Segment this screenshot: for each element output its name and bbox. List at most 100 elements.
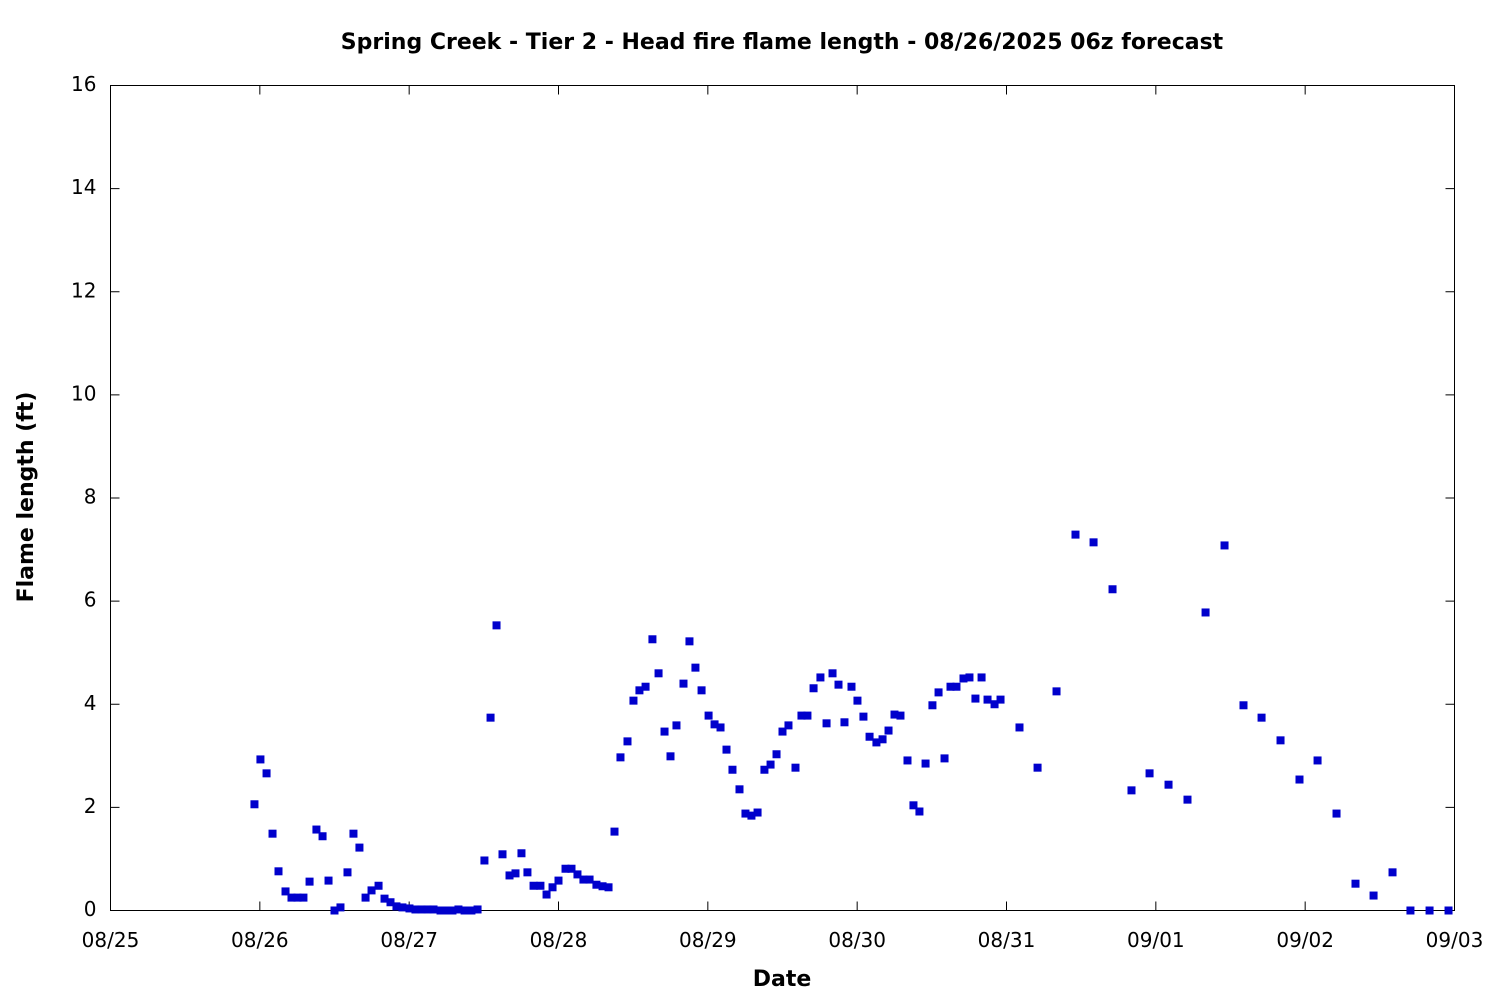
point <box>903 756 912 765</box>
point <box>772 750 781 759</box>
point <box>872 738 881 747</box>
point <box>859 712 868 721</box>
point <box>1257 713 1266 722</box>
point <box>623 737 632 746</box>
point <box>1127 786 1136 795</box>
point <box>585 875 594 884</box>
x-tick-label: 08/26 <box>231 928 289 952</box>
point <box>1033 763 1042 772</box>
point <box>281 887 290 896</box>
point <box>971 694 980 703</box>
point <box>741 809 750 818</box>
point <box>915 807 924 816</box>
x-tick-label: 08/27 <box>380 928 438 952</box>
point <box>747 811 756 820</box>
point <box>417 905 426 914</box>
point <box>498 850 507 859</box>
point <box>436 906 445 915</box>
point <box>1388 868 1397 877</box>
point <box>480 856 489 865</box>
point <box>990 700 999 709</box>
point <box>735 785 744 794</box>
y-tick-label: 14 <box>71 175 96 199</box>
point <box>604 883 613 892</box>
x-axis-label: Date <box>753 967 812 992</box>
point <box>411 905 420 914</box>
chart-title: Spring Creek - Tier 2 - Head fire flame … <box>341 30 1224 55</box>
point <box>367 886 376 895</box>
point <box>697 686 706 695</box>
point <box>250 800 259 809</box>
point <box>274 867 283 876</box>
point <box>467 906 476 915</box>
point <box>965 673 974 682</box>
point <box>834 680 843 689</box>
point <box>256 755 265 764</box>
point <box>672 721 681 730</box>
point <box>1444 906 1453 915</box>
point <box>505 871 514 880</box>
x-tick-label: 08/30 <box>828 928 886 952</box>
point <box>840 718 849 727</box>
point <box>561 864 570 873</box>
x-tick-label: 09/01 <box>1127 928 1185 952</box>
point <box>616 753 625 762</box>
point <box>336 903 345 912</box>
y-tick-label: 16 <box>71 72 96 96</box>
point <box>380 894 389 903</box>
point <box>486 713 495 722</box>
point <box>330 906 339 915</box>
point <box>386 898 395 907</box>
point <box>1406 906 1415 915</box>
y-tick-label: 2 <box>84 794 97 818</box>
point <box>816 673 825 682</box>
point <box>803 711 812 720</box>
point <box>398 903 407 912</box>
point <box>1164 780 1173 789</box>
x-tick-label: 09/03 <box>1426 928 1484 952</box>
point <box>890 710 899 719</box>
point <box>940 754 949 763</box>
point <box>448 906 457 915</box>
point <box>685 637 694 646</box>
point <box>293 893 302 902</box>
point <box>896 711 905 720</box>
point <box>536 881 545 890</box>
point <box>828 669 837 678</box>
point <box>492 621 501 630</box>
point <box>1369 891 1378 900</box>
point <box>392 902 401 911</box>
x-tick-label: 09/02 <box>1276 928 1334 952</box>
point <box>1108 585 1117 594</box>
point <box>952 682 961 691</box>
point <box>1052 687 1061 696</box>
point <box>760 765 769 774</box>
point <box>791 763 800 772</box>
point <box>1220 541 1229 550</box>
point <box>921 759 930 768</box>
point <box>548 883 557 892</box>
point <box>660 727 669 736</box>
point <box>554 876 563 885</box>
x-tick-label: 08/28 <box>530 928 588 952</box>
point <box>361 893 370 902</box>
point <box>287 893 296 902</box>
point <box>1313 756 1322 765</box>
point <box>797 711 806 720</box>
point <box>909 801 918 810</box>
point <box>928 701 937 710</box>
point <box>529 881 538 890</box>
point <box>1183 795 1192 804</box>
point <box>996 695 1005 704</box>
point <box>305 877 314 886</box>
point <box>511 869 520 878</box>
point <box>1276 736 1285 745</box>
point <box>934 688 943 697</box>
point <box>517 849 526 858</box>
point <box>1145 769 1154 778</box>
y-tick-label: 4 <box>84 691 97 715</box>
point <box>959 674 968 683</box>
y-tick-label: 6 <box>84 588 97 612</box>
point <box>1332 809 1341 818</box>
